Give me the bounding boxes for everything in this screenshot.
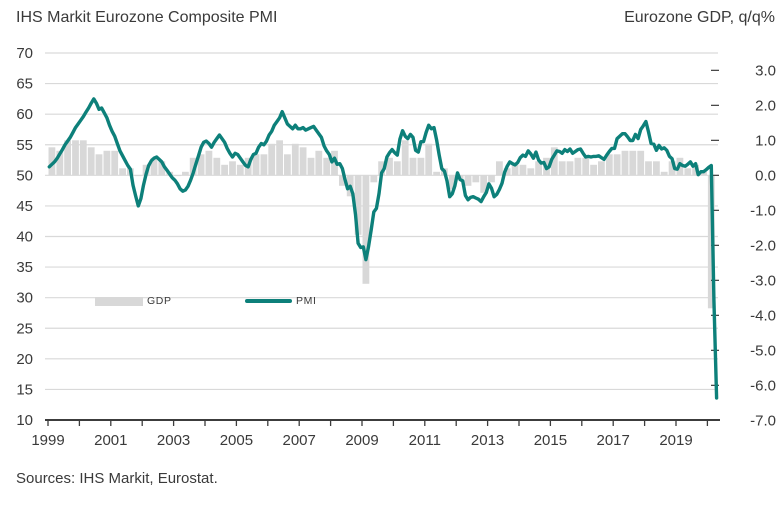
- svg-text:-3.0: -3.0: [750, 272, 776, 289]
- svg-text:10: 10: [16, 412, 33, 429]
- source-note: Sources: IHS Markit, Eurostat.: [16, 470, 218, 487]
- chart-title-left: IHS Markit Eurozone Composite PMI: [16, 9, 278, 26]
- svg-text:55: 55: [16, 137, 33, 154]
- right-axis: 3.0 2.0 1.0 0.0 -1.0 -2.0 -3.0 -4.0 -5.0 -6.0 -7.0: [711, 62, 776, 429]
- svg-text:25: 25: [16, 320, 33, 337]
- svg-text:-2.0: -2.0: [750, 237, 776, 254]
- svg-text:45: 45: [16, 198, 33, 215]
- svg-text:2017: 2017: [597, 432, 630, 449]
- svg-text:1999: 1999: [31, 432, 64, 449]
- svg-text:35: 35: [16, 259, 33, 276]
- svg-text:2007: 2007: [283, 432, 316, 449]
- svg-text:20: 20: [16, 351, 33, 368]
- svg-text:3.0: 3.0: [755, 62, 776, 79]
- svg-text:-7.0: -7.0: [750, 412, 776, 429]
- svg-text:2009: 2009: [345, 432, 378, 449]
- svg-text:30: 30: [16, 290, 33, 307]
- svg-text:15: 15: [16, 381, 33, 398]
- pmi-line: [47, 97, 719, 400]
- legend-pmi-swatch: [245, 299, 292, 303]
- svg-text:2015: 2015: [534, 432, 567, 449]
- svg-text:2001: 2001: [94, 432, 127, 449]
- svg-text:-4.0: -4.0: [750, 307, 776, 324]
- chart-title-right: Eurozone GDP, q/q%: [624, 9, 775, 26]
- svg-text:-1.0: -1.0: [750, 202, 776, 219]
- legend-gdp-label: GDP: [147, 294, 172, 307]
- svg-text:2013: 2013: [471, 432, 504, 449]
- svg-text:0.0: 0.0: [755, 167, 776, 184]
- svg-text:2003: 2003: [157, 432, 190, 449]
- legend-gdp-swatch: [95, 297, 143, 306]
- svg-text:60: 60: [16, 106, 33, 123]
- x-axis: 1999 2001 2003 2005 2007 2009 2011 2013 2015 2017…: [31, 419, 720, 449]
- svg-text:1.0: 1.0: [755, 132, 776, 149]
- svg-text:2.0: 2.0: [755, 97, 776, 114]
- svg-text:2005: 2005: [220, 432, 253, 449]
- svg-text:50: 50: [16, 167, 33, 184]
- gridlines: [45, 52, 718, 421]
- svg-text:2019: 2019: [659, 432, 692, 449]
- svg-text:-5.0: -5.0: [750, 342, 776, 359]
- svg-text:-6.0: -6.0: [750, 377, 776, 394]
- left-axis-labels: 70 65 60 55 50 45 40 35 30 25 20 15 10: [16, 45, 33, 429]
- svg-text:65: 65: [16, 76, 33, 93]
- legend-pmi-label: PMI: [296, 294, 317, 307]
- svg-text:40: 40: [16, 229, 33, 246]
- svg-text:70: 70: [16, 45, 33, 62]
- svg-text:2011: 2011: [409, 432, 441, 449]
